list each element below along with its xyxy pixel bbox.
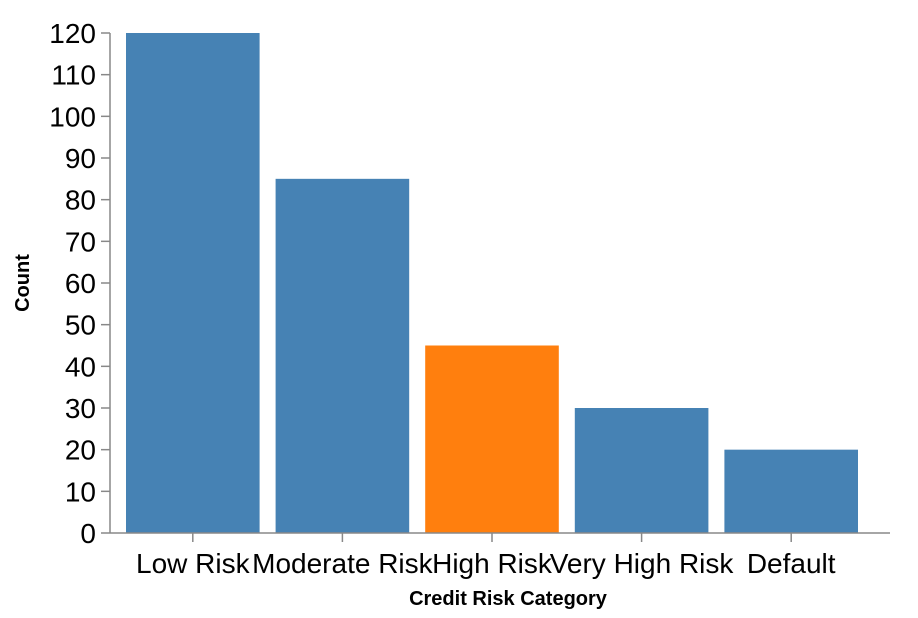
x-tick-label: Very High Risk bbox=[550, 548, 735, 579]
y-tick-label: 120 bbox=[49, 18, 96, 49]
bar-very-high-risk bbox=[574, 408, 709, 533]
y-tick-label: 40 bbox=[65, 351, 96, 382]
y-tick-label: 70 bbox=[65, 226, 96, 257]
bar-low-risk bbox=[126, 33, 260, 533]
bar-moderate-risk bbox=[275, 178, 410, 534]
y-tick-label: 90 bbox=[65, 143, 96, 174]
y-tick-label: 20 bbox=[65, 435, 96, 466]
x-tick-label: Default bbox=[747, 548, 836, 579]
x-tick-label: Low Risk bbox=[136, 548, 251, 579]
bar-default bbox=[724, 449, 858, 533]
x-tick-label: High Risk bbox=[432, 548, 553, 579]
y-tick-label: 10 bbox=[65, 476, 96, 507]
x-axis-title: Credit Risk Category bbox=[409, 588, 608, 610]
y-tick-label: 0 bbox=[80, 518, 96, 549]
y-axis: 0 10 20 30 40 50 60 70 80 90 100 110 120 bbox=[49, 18, 111, 549]
bars-group bbox=[126, 33, 858, 534]
y-tick-label: 80 bbox=[65, 185, 96, 216]
bar-high-risk bbox=[425, 345, 559, 533]
y-tick-label: 110 bbox=[51, 60, 96, 91]
y-tick-label: 100 bbox=[49, 101, 96, 132]
y-tick-label: 50 bbox=[65, 310, 96, 341]
y-axis-title: Count bbox=[12, 254, 34, 312]
y-tick-label: 30 bbox=[65, 393, 96, 424]
x-tick-label: Moderate Risk bbox=[252, 548, 434, 579]
y-tick-label: 60 bbox=[65, 268, 96, 299]
